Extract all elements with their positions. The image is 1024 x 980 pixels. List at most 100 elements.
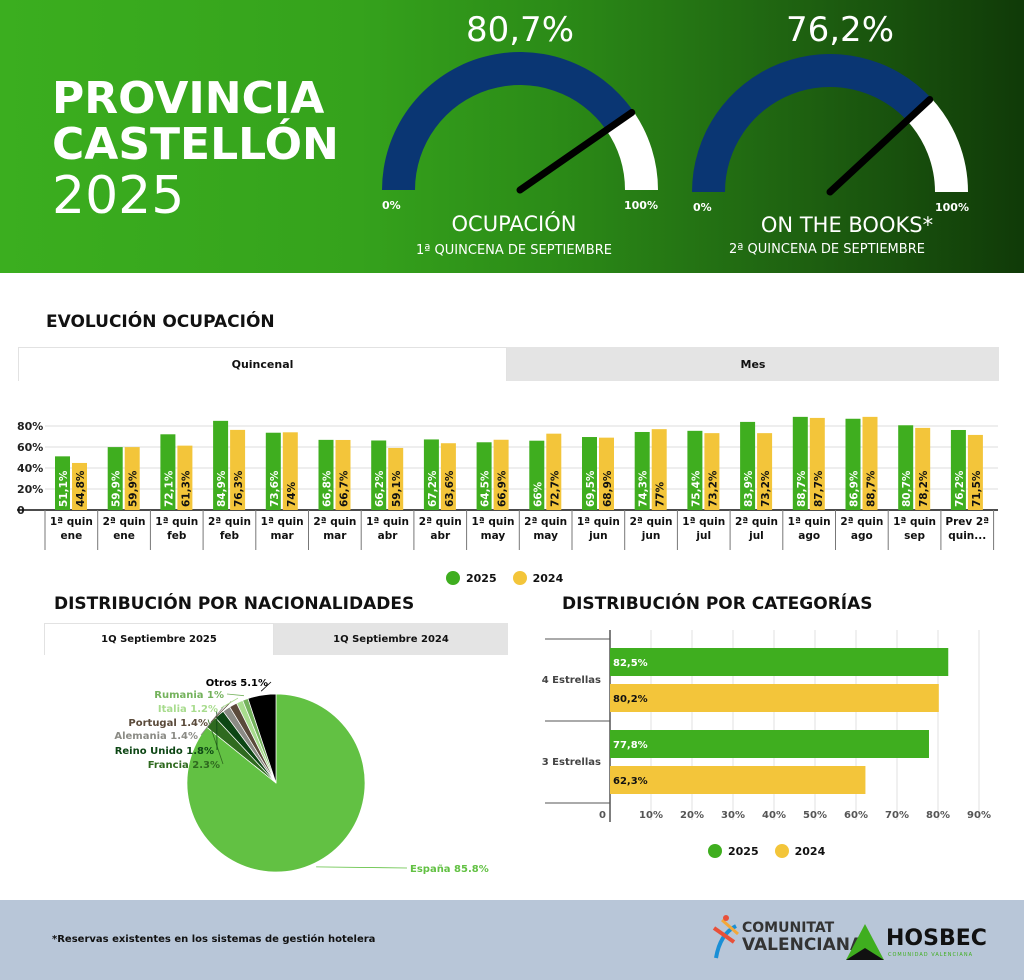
categories-title: DISTRIBUCIÓN POR CATEGORÍAS — [562, 594, 873, 614]
gauge-fill — [692, 53, 932, 192]
bar-2025 — [610, 648, 949, 676]
bar-data-label: 69,5% — [585, 470, 597, 507]
pie-leader-line — [207, 719, 224, 765]
legend-2025-swatch — [446, 571, 460, 585]
x-tick-label: 2ª quin — [103, 516, 146, 528]
x-tick-label: 80% — [926, 810, 950, 821]
x-tick-label: jul — [748, 530, 764, 542]
bar-2024 — [651, 429, 667, 510]
x-tick-label: mar — [323, 530, 347, 542]
bar-data-label: 83,9% — [743, 470, 755, 507]
bar-2025 — [55, 456, 70, 510]
bar-2025 — [898, 425, 914, 510]
bar-data-label: 63,6% — [444, 470, 456, 507]
bar-2025 — [160, 434, 176, 510]
tab-sept-2024[interactable]: 1Q Septiembre 2024 — [274, 623, 508, 655]
x-tick-label: 1ª quin — [682, 516, 725, 528]
bar-2025 — [582, 437, 597, 510]
bar-data-label: 73,2% — [760, 470, 772, 507]
evolution-legend: 2025 2024 — [446, 571, 563, 585]
bar-2025 — [792, 416, 808, 510]
gauge-otb-value: 76,2% — [785, 10, 894, 50]
hosbec-logo: HOSBEC — [886, 926, 987, 951]
x-tick-label: 20% — [680, 810, 704, 821]
x-tick-label: 1ª quin — [261, 516, 304, 528]
x-tick-label: 1ª quin — [155, 516, 198, 528]
legend-2025: 2025 — [466, 571, 497, 585]
x-tick-label: 10% — [639, 810, 663, 821]
bar-data-label: 75,4% — [690, 470, 702, 507]
gauge-min-label: 0% — [382, 199, 401, 212]
gauge-on-the-books — [692, 53, 968, 196]
x-tick-label: abr — [378, 530, 399, 542]
gauge-remainder — [606, 111, 658, 190]
x-tick-label: mar — [271, 530, 295, 542]
categories-bar-chart: 0 10% 20% 30% 40% 50% 60% 70% 80% 90% 4 Estrellas 8… — [542, 630, 991, 822]
bar-data-label: 74,3% — [638, 470, 650, 507]
bar-2024 — [493, 439, 509, 510]
comunitat-valenciana-logo: COMUNITAT VALENCIANA — [742, 920, 864, 955]
bar-data-label: 67,2% — [427, 470, 439, 507]
x-tick-label: ene — [113, 530, 135, 542]
x-tick-label: jun — [588, 530, 608, 542]
bar-data-label: 44,8% — [75, 470, 87, 507]
pie-leader-line — [316, 866, 408, 869]
footer-note: *Reservas existentes en los sistemas de … — [52, 934, 376, 945]
bar-2024 — [610, 766, 866, 794]
x-tick-label: 2ª quin — [524, 516, 567, 528]
y-tick-label: 60% — [17, 441, 43, 454]
bar-data-label: 80,2% — [613, 694, 648, 705]
hosbec-logo-icon — [846, 924, 884, 960]
bar-data-label: 76,3% — [233, 470, 245, 507]
tab-sept-2025[interactable]: 1Q Septiembre 2025 — [44, 623, 274, 655]
bar-data-label: 77,8% — [613, 740, 648, 751]
bar-data-label: 87,7% — [813, 470, 825, 507]
tab-quincenal[interactable]: Quincenal — [18, 347, 507, 381]
pie-label: Rumania 1% — [154, 690, 224, 701]
gauge-max-label: 100% — [624, 199, 658, 212]
x-tick-label: jun — [641, 530, 661, 542]
x-tick-label: Prev 2ª — [945, 516, 989, 528]
comunitat-valenciana-logo-icon — [712, 915, 739, 959]
bar-2025 — [265, 432, 281, 510]
bar-2024 — [546, 433, 562, 510]
bar-data-label: 59,1% — [391, 470, 403, 507]
gauge-ocupacion-period: 1ª QUINCENA DE SEPTIEMBRE — [416, 243, 612, 258]
bar-2024 — [599, 437, 614, 510]
bar-2024 — [124, 447, 140, 510]
x-tick-label: 2ª quin — [735, 516, 778, 528]
pie-leader-line — [226, 693, 244, 697]
bar-2024 — [177, 445, 193, 510]
bar-2025 — [318, 439, 334, 510]
x-tick-label: 1ª quin — [788, 516, 831, 528]
bar-data-label: 62,3% — [613, 776, 648, 787]
gauge-otb-name: ON THE BOOKS* — [760, 213, 934, 237]
x-tick-label: 60% — [844, 810, 868, 821]
bar-2025 — [687, 430, 703, 510]
gauge-fill — [382, 51, 634, 190]
bar-2025 — [476, 442, 492, 510]
x-tick-label: 1ª quin — [893, 516, 936, 528]
bar-2024 — [757, 433, 773, 510]
x-tick-label: 0 — [599, 810, 606, 821]
gauge-otb-period: 2ª QUINCENA DE SEPTIEMBRE — [729, 242, 925, 257]
legend-2024-swatch — [774, 844, 789, 858]
pie-label: Alemania 1.4% — [114, 731, 198, 742]
pie-leader-line — [210, 701, 232, 723]
pie-leader-line — [220, 697, 239, 709]
title-line-1: PROVINCIA — [52, 73, 325, 124]
tab-mes[interactable]: Mes — [507, 347, 999, 381]
gauge-remainder — [906, 98, 968, 192]
bar-2024 — [915, 427, 931, 510]
bar-data-label: 64,5% — [480, 470, 492, 507]
bar-2025 — [845, 418, 861, 510]
x-tick-label: jul — [695, 530, 711, 542]
bar-2025 — [213, 420, 229, 510]
bar-data-label: 66,9% — [497, 470, 509, 507]
x-tick-label: feb — [220, 530, 240, 542]
pie-label: Francia 2.3% — [148, 760, 220, 771]
bar-data-label: 71,5% — [971, 470, 983, 507]
pie-label: Portugal 1.4% — [128, 718, 208, 729]
y-tick-label: 20% — [17, 483, 43, 496]
gauge-ocupacion-value: 80,7% — [465, 10, 574, 50]
